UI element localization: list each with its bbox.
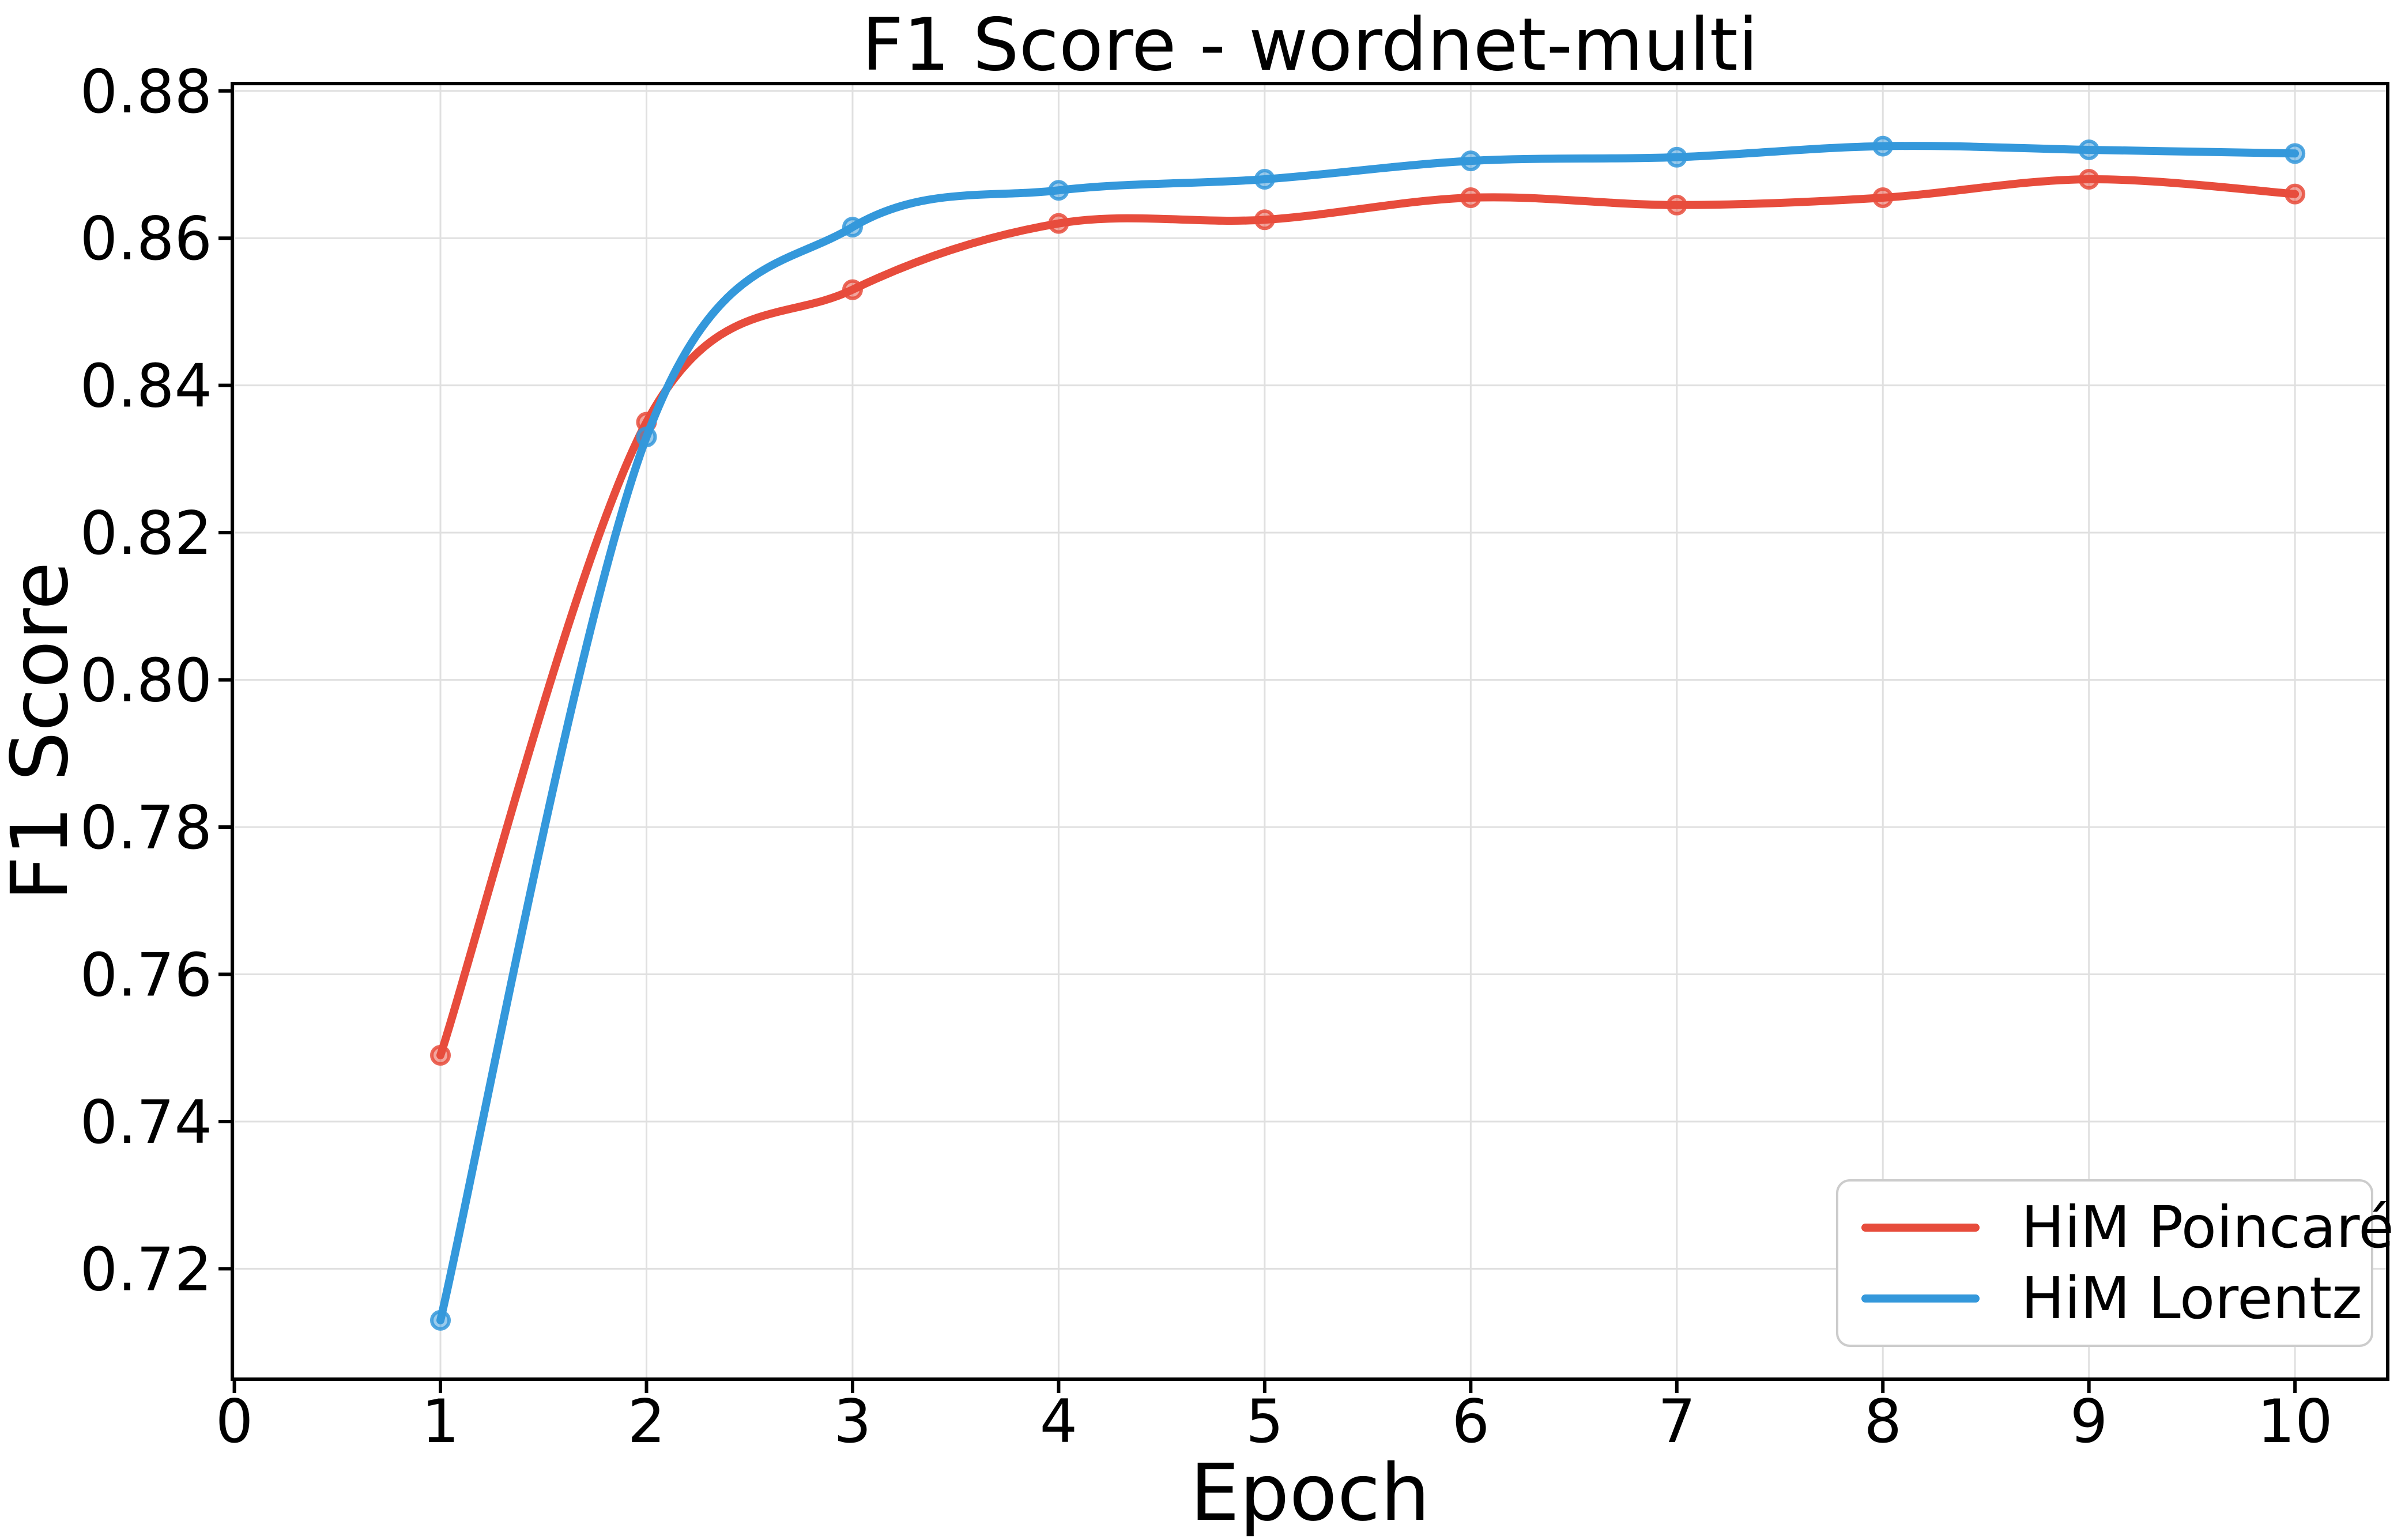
axes-spines (231, 82, 2389, 1381)
data-point-marker-poincare (1460, 187, 1482, 208)
data-point-marker-poincare (2285, 183, 2306, 205)
data-point-marker-poincare (2078, 169, 2099, 190)
legend-item-him-lorentz: HiM Lorentz (1861, 1269, 2362, 1327)
data-point-marker-lorentz (430, 1309, 451, 1331)
x-tick-label: 0 (216, 1387, 254, 1456)
data-point-marker-poincare (1048, 213, 1069, 234)
y-tick-label: 0.80 (80, 647, 212, 716)
x-tick-label: 2 (628, 1387, 666, 1456)
y-tick-label: 0.88 (80, 58, 212, 127)
x-tick-label: 1 (421, 1387, 459, 1456)
data-point-marker-lorentz (1460, 150, 1482, 172)
legend-item-him-poincare: HiM Poincaré (1861, 1199, 2394, 1256)
x-tick-label: 10 (2257, 1387, 2333, 1456)
x-tick-label: 7 (1658, 1387, 1696, 1456)
y-tick-label: 0.84 (80, 352, 212, 421)
data-point-marker-lorentz (842, 217, 863, 238)
legend-line-swatch-lorentz (1861, 1294, 1980, 1303)
y-tick-label: 0.72 (80, 1235, 212, 1304)
x-axis-label: Epoch (1190, 1448, 1430, 1539)
x-tick-label: 9 (2070, 1387, 2108, 1456)
series-line-lorentz (436, 142, 2300, 1324)
data-point-marker-poincare (842, 279, 863, 300)
chart-title: F1 Score - wordnet-multi (861, 2, 1759, 87)
data-point-marker-poincare (430, 1045, 451, 1066)
data-point-marker-lorentz (1872, 135, 1894, 157)
legend-label-poincare: HiM Poincaré (2021, 1194, 2394, 1262)
data-point-marker-poincare (1666, 194, 1687, 216)
y-axis-label: F1 Score (0, 561, 86, 901)
legend: HiM Poincaré HiM Lorentz (1836, 1179, 2394, 1347)
x-tick-label: 6 (1452, 1387, 1490, 1456)
y-tick-label: 0.74 (80, 1088, 212, 1157)
data-point-marker-lorentz (2078, 139, 2099, 160)
x-tick-label: 3 (834, 1387, 872, 1456)
data-point-marker-poincare (1254, 209, 1275, 231)
x-tick-label: 4 (1040, 1387, 1078, 1456)
data-point-marker-poincare (1872, 187, 1894, 208)
y-tick-label: 0.76 (80, 941, 212, 1010)
x-tick-label: 5 (1246, 1387, 1284, 1456)
legend-label-lorentz: HiM Lorentz (2021, 1264, 2362, 1332)
data-point-marker-lorentz (1254, 169, 1275, 190)
y-tick-label: 0.78 (80, 794, 212, 863)
y-tick-label: 0.86 (80, 205, 212, 274)
x-tick-label: 8 (1864, 1387, 1902, 1456)
y-tick-label: 0.82 (80, 499, 212, 568)
data-point-marker-lorentz (2285, 143, 2306, 164)
data-point-marker-lorentz (636, 426, 657, 448)
data-point-marker-lorentz (1666, 146, 1687, 168)
data-point-marker-lorentz (1048, 180, 1069, 201)
legend-line-swatch-poincare (1861, 1224, 1980, 1232)
